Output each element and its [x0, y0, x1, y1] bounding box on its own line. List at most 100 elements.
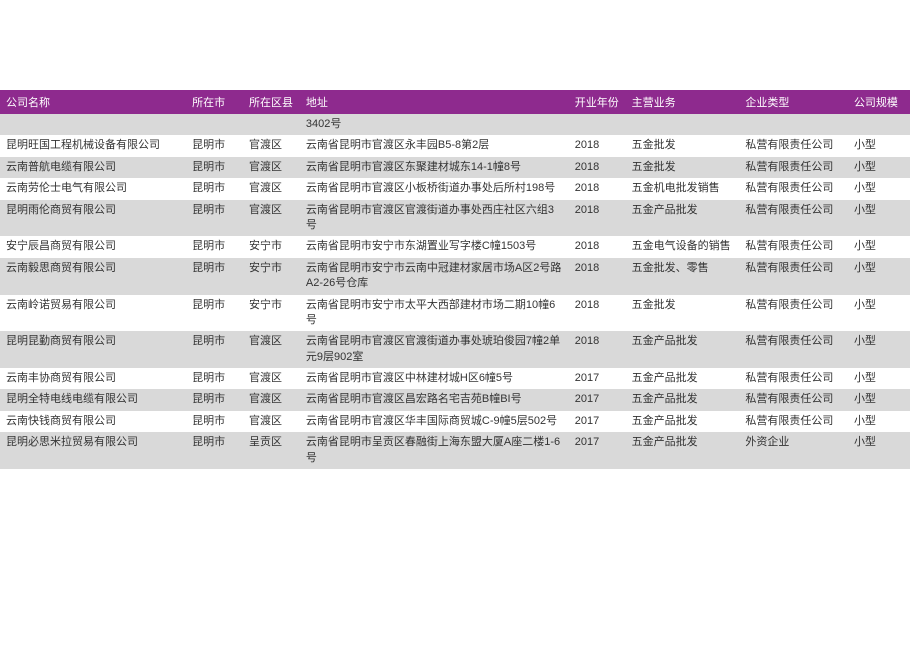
cell-year: 2018 [569, 178, 626, 199]
cell-district: 官渡区 [243, 411, 300, 432]
cell-scale: 小型 [848, 389, 910, 410]
table-row: 昆明雨伦商贸有限公司昆明市官渡区云南省昆明市官渡区官渡街道办事处西庄社区六组3号… [0, 200, 910, 237]
cell-year: 2018 [569, 157, 626, 178]
cell-scale: 小型 [848, 368, 910, 389]
cell-city: 昆明市 [186, 432, 243, 469]
cell-city: 昆明市 [186, 411, 243, 432]
cell-district: 安宁市 [243, 295, 300, 332]
cell-scale: 小型 [848, 295, 910, 332]
cell-scale: 小型 [848, 411, 910, 432]
cell-business: 五金产品批发 [626, 389, 740, 410]
cell-city [186, 114, 243, 135]
cell-type: 私营有限责任公司 [739, 178, 848, 199]
cell-scale: 小型 [848, 200, 910, 237]
cell-year: 2018 [569, 331, 626, 368]
cell-scale: 小型 [848, 432, 910, 469]
cell-year: 2017 [569, 432, 626, 469]
cell-scale: 小型 [848, 331, 910, 368]
cell-type: 私营有限责任公司 [739, 331, 848, 368]
cell-company: 云南丰协商贸有限公司 [0, 368, 186, 389]
cell-type: 私营有限责任公司 [739, 135, 848, 156]
cell-business: 五金批发 [626, 157, 740, 178]
cell-address: 云南省昆明市官渡区官渡街道办事处琥珀俊园7幢2单元9层902室 [300, 331, 569, 368]
cell-scale: 小型 [848, 258, 910, 295]
table-row: 云南劳伦士电气有限公司昆明市官渡区云南省昆明市官渡区小板桥街道办事处后所村198… [0, 178, 910, 199]
cell-address: 云南省昆明市官渡区中林建材城H区6幢5号 [300, 368, 569, 389]
cell-address: 云南省昆明市官渡区永丰园B5-8第2层 [300, 135, 569, 156]
cell-year: 2018 [569, 258, 626, 295]
table-body: 3402号昆明旺国工程机械设备有限公司昆明市官渡区云南省昆明市官渡区永丰园B5-… [0, 114, 910, 469]
col-header-address: 地址 [300, 90, 569, 114]
cell-company: 昆明昆勤商贸有限公司 [0, 331, 186, 368]
cell-company: 安宁辰昌商贸有限公司 [0, 236, 186, 257]
cell-type: 私营有限责任公司 [739, 295, 848, 332]
col-header-business: 主营业务 [626, 90, 740, 114]
cell-business: 五金产品批发 [626, 432, 740, 469]
col-header-district: 所在区县 [243, 90, 300, 114]
cell-business [626, 114, 740, 135]
cell-address: 云南省昆明市安宁市太平大西部建材市场二期10幢6号 [300, 295, 569, 332]
cell-type [739, 114, 848, 135]
cell-district: 官渡区 [243, 200, 300, 237]
cell-address: 云南省昆明市官渡区华丰国际商贸城C-9幢5层502号 [300, 411, 569, 432]
table-header-row: 公司名称 所在市 所在区县 地址 开业年份 主营业务 企业类型 公司规模 [0, 90, 910, 114]
cell-business: 五金产品批发 [626, 331, 740, 368]
cell-company: 云南快钱商贸有限公司 [0, 411, 186, 432]
cell-business: 五金产品批发 [626, 200, 740, 237]
company-table: 公司名称 所在市 所在区县 地址 开业年份 主营业务 企业类型 公司规模 340… [0, 90, 910, 469]
cell-city: 昆明市 [186, 200, 243, 237]
cell-year: 2018 [569, 200, 626, 237]
col-header-city: 所在市 [186, 90, 243, 114]
cell-district: 官渡区 [243, 368, 300, 389]
cell-business: 五金批发 [626, 135, 740, 156]
cell-type: 私营有限责任公司 [739, 368, 848, 389]
cell-type: 私营有限责任公司 [739, 200, 848, 237]
cell-company: 昆明旺国工程机械设备有限公司 [0, 135, 186, 156]
cell-district: 安宁市 [243, 258, 300, 295]
cell-company: 昆明雨伦商贸有限公司 [0, 200, 186, 237]
cell-year: 2017 [569, 411, 626, 432]
table-row: 云南普航电缆有限公司昆明市官渡区云南省昆明市官渡区东聚建材城东14-1幢8号20… [0, 157, 910, 178]
cell-address: 云南省昆明市官渡区昌宏路名宅吉苑B幢BI号 [300, 389, 569, 410]
cell-district: 安宁市 [243, 236, 300, 257]
cell-company: 昆明全特电线电缆有限公司 [0, 389, 186, 410]
cell-district: 官渡区 [243, 389, 300, 410]
col-header-company: 公司名称 [0, 90, 186, 114]
cell-company: 云南岭诺贸易有限公司 [0, 295, 186, 332]
cell-scale: 小型 [848, 135, 910, 156]
cell-year: 2017 [569, 368, 626, 389]
cell-business: 五金机电批发销售 [626, 178, 740, 199]
cell-type: 私营有限责任公司 [739, 236, 848, 257]
cell-city: 昆明市 [186, 368, 243, 389]
cell-city: 昆明市 [186, 236, 243, 257]
cell-address: 云南省昆明市官渡区官渡街道办事处西庄社区六组3号 [300, 200, 569, 237]
cell-business: 五金批发、零售 [626, 258, 740, 295]
cell-city: 昆明市 [186, 135, 243, 156]
cell-address: 云南省昆明市安宁市云南中冠建材家居市场A区2号路A2-26号仓库 [300, 258, 569, 295]
cell-year: 2018 [569, 236, 626, 257]
table-row: 云南毅思商贸有限公司昆明市安宁市云南省昆明市安宁市云南中冠建材家居市场A区2号路… [0, 258, 910, 295]
table-row: 昆明全特电线电缆有限公司昆明市官渡区云南省昆明市官渡区昌宏路名宅吉苑B幢BI号2… [0, 389, 910, 410]
cell-district: 官渡区 [243, 331, 300, 368]
cell-year: 2018 [569, 135, 626, 156]
table-row: 云南丰协商贸有限公司昆明市官渡区云南省昆明市官渡区中林建材城H区6幢5号2017… [0, 368, 910, 389]
cell-company: 昆明必思米拉贸易有限公司 [0, 432, 186, 469]
table-row: 昆明必思米拉贸易有限公司昆明市呈贡区云南省昆明市呈贡区春融街上海东盟大厦A座二楼… [0, 432, 910, 469]
cell-type: 私营有限责任公司 [739, 157, 848, 178]
cell-scale: 小型 [848, 178, 910, 199]
cell-year: 2018 [569, 295, 626, 332]
cell-city: 昆明市 [186, 258, 243, 295]
cell-city: 昆明市 [186, 389, 243, 410]
cell-address: 云南省昆明市安宁市东湖置业写字楼C幢1503号 [300, 236, 569, 257]
cell-type: 外资企业 [739, 432, 848, 469]
cell-city: 昆明市 [186, 178, 243, 199]
cell-city: 昆明市 [186, 331, 243, 368]
col-header-year: 开业年份 [569, 90, 626, 114]
cell-address: 3402号 [300, 114, 569, 135]
cell-district: 官渡区 [243, 157, 300, 178]
table-row: 安宁辰昌商贸有限公司昆明市安宁市云南省昆明市安宁市东湖置业写字楼C幢1503号2… [0, 236, 910, 257]
col-header-scale: 公司规模 [848, 90, 910, 114]
table-row: 云南快钱商贸有限公司昆明市官渡区云南省昆明市官渡区华丰国际商贸城C-9幢5层50… [0, 411, 910, 432]
table-row: 3402号 [0, 114, 910, 135]
cell-company [0, 114, 186, 135]
